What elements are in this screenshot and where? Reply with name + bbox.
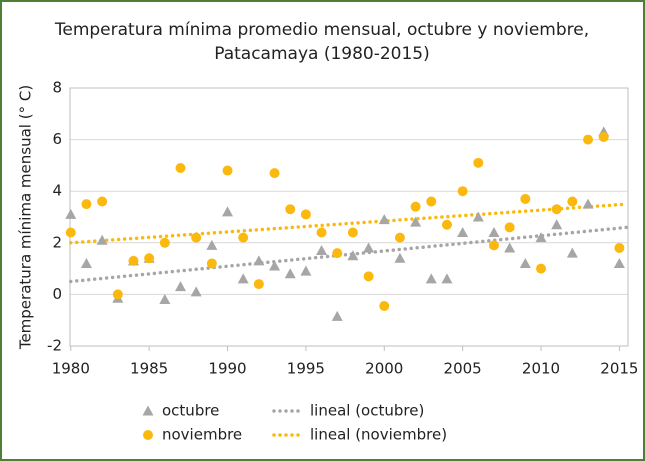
triangle-point [378, 214, 390, 225]
triangle-point [519, 257, 531, 268]
circle-point [332, 248, 343, 259]
circle-point [504, 222, 515, 233]
triangle-point [613, 257, 625, 268]
triangle-point [582, 198, 594, 209]
x-tick-label: 1985 [130, 360, 168, 378]
triangle-point [253, 255, 265, 266]
triangle-point [566, 247, 578, 258]
triangle-point [347, 250, 359, 261]
circle-point [520, 193, 531, 204]
circle-point [363, 271, 374, 282]
circle-point [598, 132, 609, 143]
triangle-point [504, 242, 516, 253]
triangle-point [363, 242, 375, 253]
x-tick-label: 2010 [522, 360, 560, 378]
triangle-point [316, 245, 328, 256]
triangle-point [425, 273, 437, 284]
legend-label: noviembre [162, 426, 242, 444]
triangle-point [159, 294, 171, 305]
x-tick-label: 2005 [444, 360, 482, 378]
circle-point [583, 134, 594, 145]
x-tick-label: 1980 [52, 360, 90, 378]
triangle-point [394, 252, 406, 263]
triangle-point [300, 265, 312, 276]
y-tick-label: 4 [52, 182, 62, 200]
circle-point [159, 237, 170, 248]
circle-point [128, 255, 139, 266]
circle-point [143, 430, 153, 440]
legend-label: octubre [162, 402, 219, 420]
legend-label: lineal (octubre) [310, 402, 424, 420]
triangle-point [472, 211, 484, 222]
circle-point [285, 204, 296, 215]
triangle-point [488, 226, 500, 237]
circle-point [379, 301, 390, 312]
x-tick-label: 2015 [600, 360, 638, 378]
triangle-point [222, 206, 234, 217]
y-tick-label: 2 [52, 233, 62, 251]
triangle-point [457, 226, 469, 237]
triangle-point [237, 273, 249, 284]
triangle-point [65, 208, 77, 219]
triangle-point [331, 310, 343, 321]
circle-point [347, 227, 358, 238]
circle-point [551, 204, 562, 215]
triangle-point [441, 273, 453, 284]
circle-point [81, 199, 92, 210]
circle-point [222, 165, 233, 176]
circle-point [441, 219, 452, 230]
triangle-point [535, 232, 547, 243]
circle-point [394, 232, 405, 243]
x-tick-label: 1995 [287, 360, 325, 378]
circle-point [316, 227, 327, 238]
x-tick-label: 2000 [365, 360, 403, 378]
circle-point [567, 196, 578, 207]
y-tick-label: 0 [52, 285, 62, 303]
x-tick-label: 1990 [208, 360, 246, 378]
triangle-point [206, 239, 218, 250]
circle-point [191, 232, 202, 243]
circle-point [144, 253, 155, 264]
y-tick-label: 6 [52, 130, 62, 148]
circle-point [473, 157, 484, 168]
circle-point [253, 279, 264, 290]
y-axis-label: Temperatura mínima mensual (° C) [17, 85, 35, 350]
y-tick-label: -2 [47, 337, 62, 355]
y-tick-label: 8 [52, 79, 62, 97]
chart-title: Temperatura mínima promedio mensual, oct… [54, 20, 589, 64]
circle-point [97, 196, 108, 207]
triangle-point [190, 286, 202, 297]
circle-point [488, 240, 499, 251]
circle-point [614, 242, 625, 253]
circle-point [65, 227, 76, 238]
circle-point [457, 186, 468, 197]
triangle-point [269, 260, 281, 271]
circle-point [206, 258, 217, 269]
triangle-point [175, 281, 187, 292]
triangle-point [284, 268, 296, 279]
triangle-point [80, 257, 92, 268]
circle-point [536, 263, 547, 274]
legend-label: lineal (noviembre) [310, 426, 447, 444]
circle-point [410, 201, 421, 212]
circle-point [269, 168, 280, 179]
circle-point [238, 232, 249, 243]
circle-point [112, 289, 123, 300]
triangle-point [142, 405, 154, 416]
circle-point [175, 162, 186, 173]
triangle-point [96, 234, 108, 245]
circle-point [426, 196, 437, 207]
triangle-point [410, 216, 422, 227]
circle-point [300, 209, 311, 220]
triangle-point [551, 219, 563, 230]
